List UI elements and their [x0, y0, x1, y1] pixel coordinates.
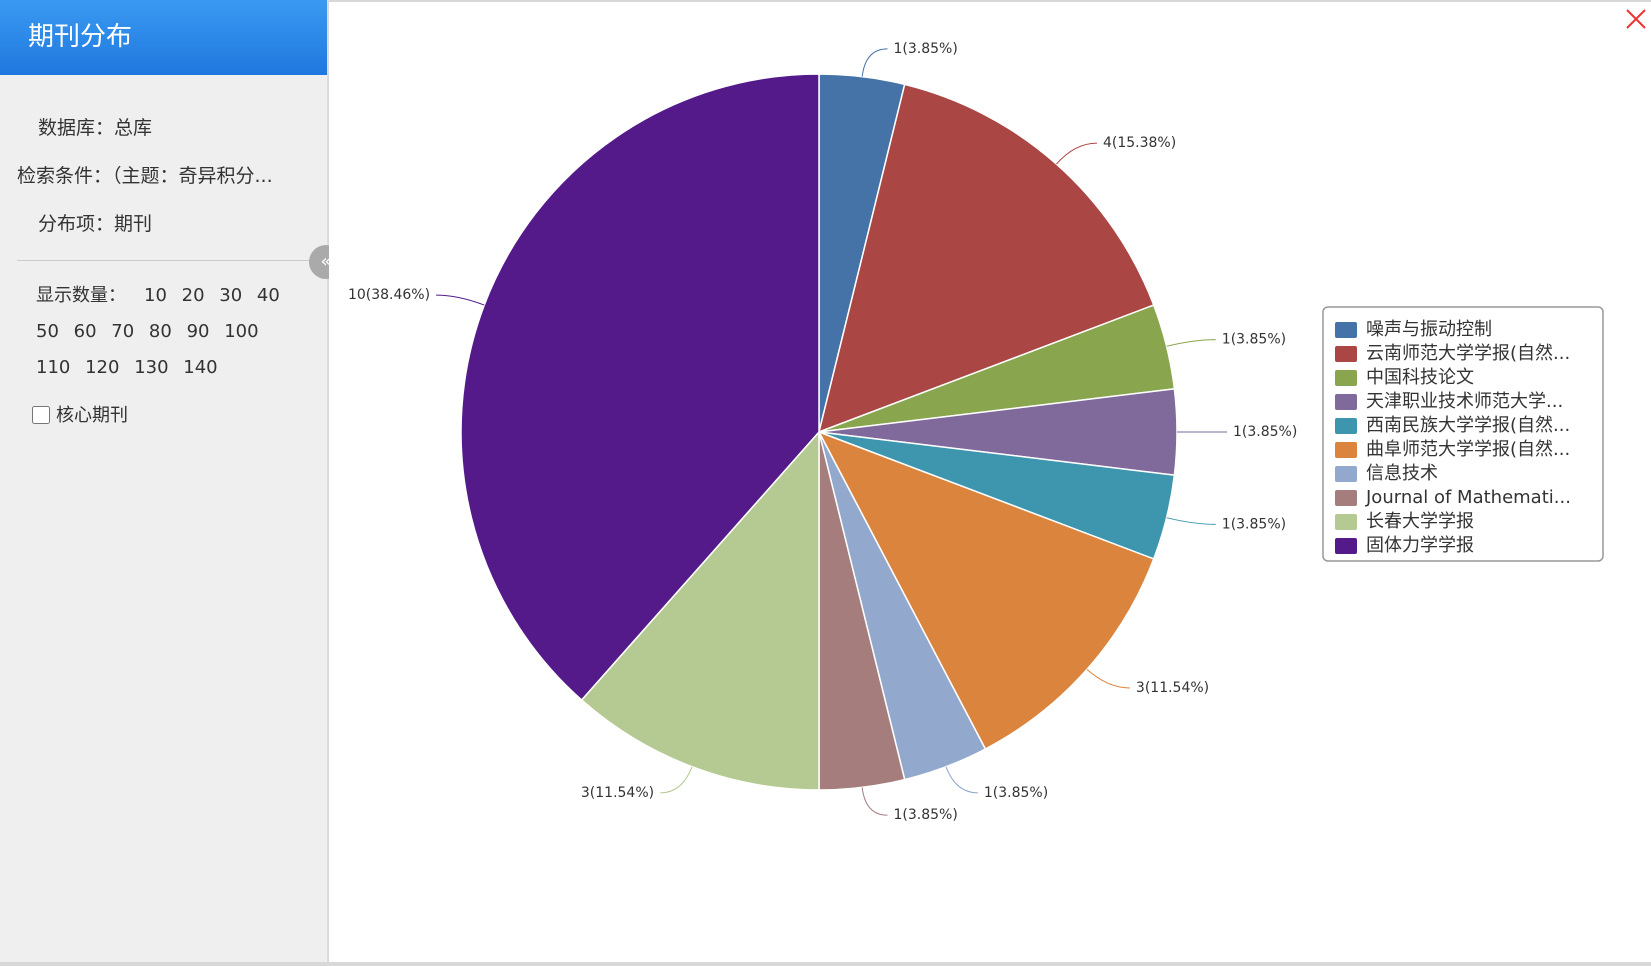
field: 分布项：期刊 [38, 213, 153, 235]
data-label: 1(3.85%) [894, 41, 958, 57]
count-option[interactable]: 120 [85, 357, 120, 378]
chart: 1(3.85%) 4(15.38%) 1(3.85%) 1(3.85%) 1(3.85%… [348, 9, 1646, 823]
core-filter[interactable]: 核心期刊 [32, 401, 128, 427]
count-label: 显示数量： [36, 285, 126, 306]
leader-line [436, 294, 485, 306]
legend-label: 固体力学学报 [1366, 535, 1474, 556]
sidebar-title: 期刊分布 [0, 0, 327, 75]
legend-label: 长春大学学报 [1366, 511, 1474, 532]
legend-label: Journal of Mathemati... [1365, 487, 1571, 508]
data-label: 1(3.85%) [894, 807, 958, 823]
pie-slice [580, 430, 820, 791]
count-option[interactable]: 10 [144, 285, 167, 306]
legend-swatch [1335, 514, 1357, 530]
legend-swatch [1335, 490, 1357, 506]
database: 数据库：总库 [38, 117, 153, 139]
count-option[interactable]: 130 [134, 357, 169, 378]
count-option[interactable]: 60 [73, 321, 97, 342]
legend-label: 中国科技论文 [1366, 367, 1474, 388]
legend-swatch [1335, 538, 1357, 554]
count-option[interactable]: 110 [36, 357, 71, 378]
count-options: 显示数量： 10 20 30 40 50 60 70 80 90 100 110 … [36, 278, 296, 386]
legend-swatch [1335, 322, 1357, 338]
pie-slice [817, 430, 1155, 751]
leader-line [1056, 142, 1097, 165]
legend-swatch [1335, 370, 1357, 386]
sidebar: 期刊分布 数据库：总库 检索条件：（主题：奇异积分... 分布项：期刊 显示数量… [0, 0, 328, 962]
count-option[interactable]: 140 [183, 357, 218, 378]
leader-line [861, 48, 888, 77]
data-label: 4(15.38%) [1103, 135, 1176, 151]
data-label: 1(3.85%) [1222, 332, 1286, 348]
chart-panel: 1(3.85%) 4(15.38%) 1(3.85%) 1(3.85%) 1(3.85%… [329, 2, 1651, 962]
query: 检索条件：（主题：奇异积分... [17, 165, 273, 187]
count-option[interactable]: 80 [148, 321, 172, 342]
data-label: 3(11.54%) [581, 785, 654, 801]
legend-label: 天津职业技术师范大学... [1366, 391, 1563, 412]
count-option[interactable]: 50 [36, 321, 59, 342]
count-option[interactable]: 20 [181, 285, 205, 306]
data-label: 1(3.85%) [1233, 424, 1297, 440]
legend-swatch [1335, 394, 1357, 410]
legend-label: 曲阜师范大学学报(自然... [1366, 439, 1570, 460]
legend-swatch [1335, 466, 1357, 482]
legend-swatch [1335, 346, 1357, 362]
legend-swatch [1335, 418, 1357, 434]
leader-line [1086, 669, 1130, 689]
legend-label: 西南民族大学学报(自然... [1366, 415, 1570, 436]
legend-label: 噪声与振动控制 [1366, 319, 1492, 340]
leader-line [1166, 517, 1216, 525]
leader-line [1166, 339, 1216, 347]
count-option[interactable]: 90 [186, 321, 210, 342]
close-button[interactable] [1626, 9, 1646, 29]
legend-swatch [1335, 442, 1357, 458]
leader-line [660, 766, 693, 794]
data-label: 1(3.85%) [1222, 516, 1286, 532]
legend-box [1322, 306, 1604, 562]
count-option[interactable]: 40 [256, 285, 280, 306]
leader-line [861, 787, 888, 816]
pie-slice [460, 73, 820, 702]
count-option[interactable]: 30 [219, 285, 243, 306]
core-checkbox[interactable] [32, 406, 50, 424]
core-label: 核心期刊 [56, 405, 128, 426]
data-label: 3(11.54%) [1136, 680, 1209, 696]
leader-line [945, 766, 978, 794]
count-option[interactable]: 70 [111, 321, 135, 342]
legend-label: 信息技术 [1366, 463, 1438, 484]
separator [17, 260, 317, 261]
legend-label: 云南师范大学学报(自然... [1366, 343, 1570, 364]
count-option[interactable]: 100 [224, 321, 259, 342]
data-label: 1(3.85%) [984, 785, 1048, 801]
data-label: 10(38.46%) [348, 287, 430, 303]
